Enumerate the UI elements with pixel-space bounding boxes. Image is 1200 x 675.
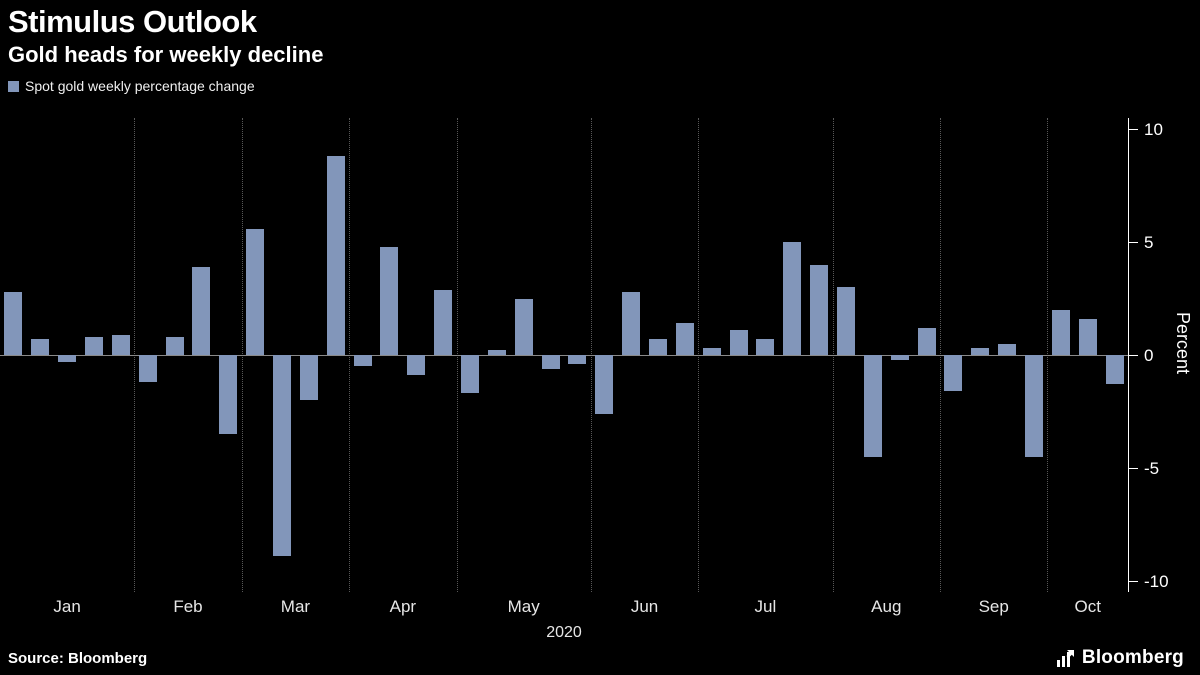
bar bbox=[192, 266, 211, 355]
header: Stimulus Outlook Gold heads for weekly d… bbox=[8, 4, 323, 94]
bar bbox=[863, 355, 882, 457]
x-axis-year-label: 2020 bbox=[546, 624, 582, 641]
x-axis-month-labels: Jan Feb Mar Apr May Jun Jul Aug Sep Oct bbox=[0, 597, 1128, 617]
x-axis-month-label: Sep bbox=[978, 597, 1009, 616]
bar bbox=[299, 355, 318, 401]
bar bbox=[837, 287, 855, 355]
bar bbox=[85, 336, 103, 355]
bar bbox=[487, 350, 506, 355]
plot-area bbox=[0, 118, 1129, 592]
bar bbox=[944, 355, 963, 392]
x-axis-month-label: Apr bbox=[389, 597, 417, 616]
y-axis-tick-label: 10 bbox=[1144, 120, 1163, 140]
x-axis-month-label: Jan bbox=[53, 597, 81, 616]
x-axis-month-label: Feb bbox=[173, 597, 203, 616]
bar bbox=[273, 355, 291, 556]
bar bbox=[1025, 355, 1043, 457]
bar bbox=[541, 355, 560, 369]
bar bbox=[998, 343, 1017, 355]
bar bbox=[756, 339, 775, 355]
bar bbox=[595, 355, 614, 414]
bar bbox=[890, 355, 909, 360]
bar bbox=[326, 156, 345, 355]
bar bbox=[31, 339, 50, 355]
x-axis-month-label: Oct bbox=[1074, 597, 1101, 616]
bar bbox=[165, 336, 184, 355]
legend-swatch bbox=[8, 80, 19, 92]
x-axis-month-label: Mar bbox=[280, 597, 311, 616]
y-axis-tick bbox=[1129, 580, 1138, 582]
bar bbox=[461, 355, 479, 394]
bar bbox=[702, 348, 721, 355]
bloomberg-wordmark: Bloomberg bbox=[1081, 647, 1184, 668]
x-axis-month-label: Aug bbox=[871, 597, 902, 616]
bar bbox=[649, 339, 667, 355]
bar bbox=[380, 246, 399, 355]
x-axis-month-label: Jun bbox=[630, 597, 659, 616]
y-axis-tick bbox=[1129, 355, 1138, 356]
zero-baseline bbox=[0, 355, 1128, 356]
bar bbox=[353, 355, 372, 367]
bar bbox=[810, 264, 829, 355]
bar bbox=[111, 334, 130, 355]
y-axis-tick bbox=[1129, 467, 1138, 469]
bar bbox=[675, 323, 694, 355]
x-axis-month-label: Jul bbox=[754, 597, 777, 616]
bar bbox=[1078, 318, 1097, 355]
y-axis-tick-label: -5 bbox=[1144, 458, 1160, 478]
bloomberg-chart-icon bbox=[1054, 648, 1075, 668]
y-axis-tick-label: 5 bbox=[1144, 233, 1154, 253]
page-subtitle: Gold heads for weekly decline bbox=[8, 41, 324, 67]
bar bbox=[917, 327, 936, 355]
y-axis-tick bbox=[1129, 242, 1138, 244]
y-axis-tick-label: 0 bbox=[1144, 346, 1154, 365]
bloomberg-logo: Bloomberg bbox=[1054, 647, 1184, 669]
legend: Spot gold weekly percentage change bbox=[8, 78, 323, 94]
y-axis-tick bbox=[1129, 129, 1138, 131]
bar bbox=[568, 355, 587, 365]
y-axis-tick-label: -10 bbox=[1144, 571, 1169, 591]
bar bbox=[514, 298, 533, 355]
bar bbox=[622, 291, 641, 355]
bar bbox=[246, 228, 265, 355]
bar bbox=[729, 330, 748, 355]
bar bbox=[971, 348, 990, 355]
bar bbox=[219, 355, 238, 434]
source-label: Source: Bloomberg bbox=[8, 650, 148, 667]
x-axis-month-label: May bbox=[507, 597, 540, 616]
bar bbox=[58, 355, 77, 362]
bar bbox=[434, 289, 453, 355]
bar bbox=[783, 242, 802, 355]
page-title: Stimulus Outlook bbox=[8, 4, 257, 39]
legend-label: Spot gold weekly percentage change bbox=[25, 78, 255, 95]
bar bbox=[4, 291, 23, 355]
bar bbox=[407, 355, 426, 376]
bar bbox=[1051, 309, 1070, 355]
bar bbox=[1105, 355, 1124, 385]
y-axis-title: Percent bbox=[1173, 312, 1193, 375]
bar bbox=[138, 355, 157, 383]
